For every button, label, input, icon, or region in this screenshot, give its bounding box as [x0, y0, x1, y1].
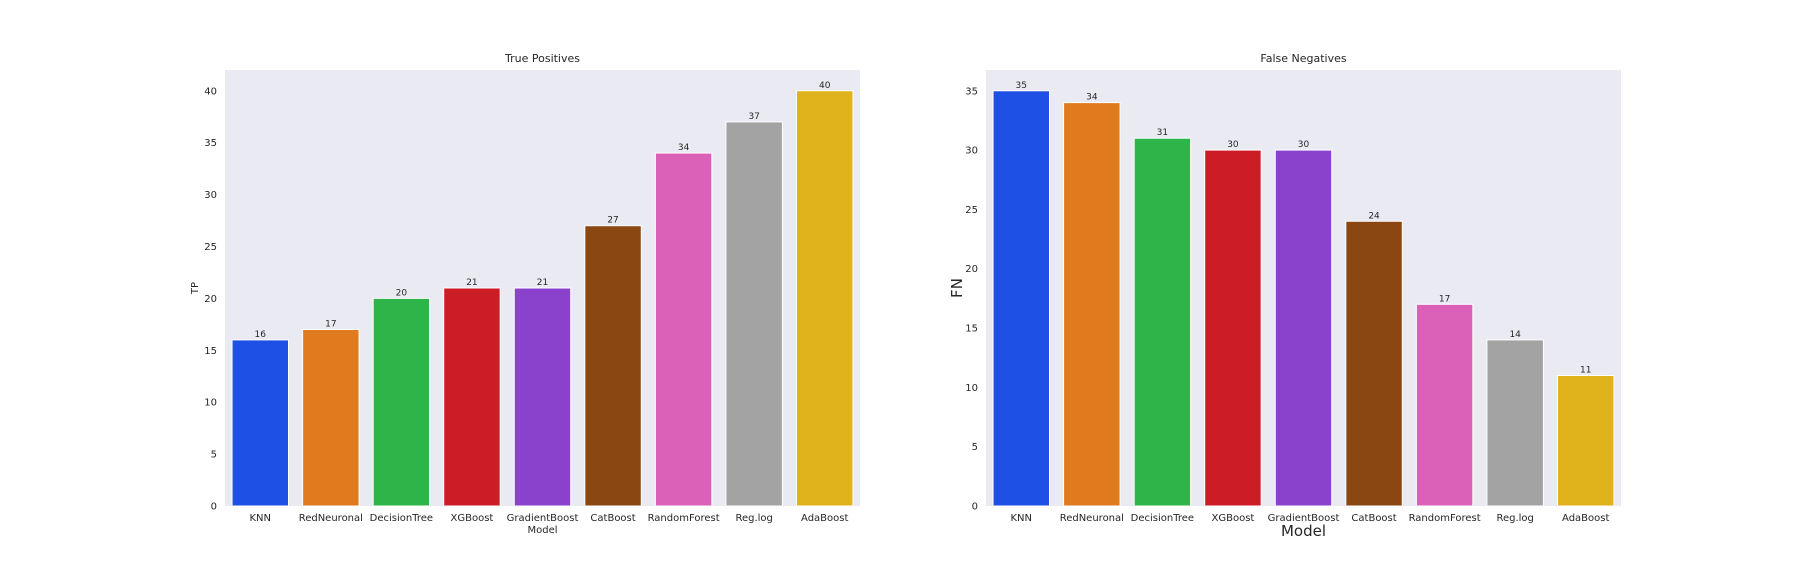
- x-tick-label: RedNeuronal: [1060, 513, 1124, 524]
- x-tick-label: KNN: [250, 513, 272, 524]
- x-tick-label: CatBoost: [590, 513, 635, 524]
- bars-false-negatives: 0 5 10 15 20 25 30 35 35 KNN 34 RedNeuronal 31 Decisi…: [965, 81, 1615, 524]
- y-tick-label: 0: [972, 502, 978, 513]
- bar-reg-log: [1486, 339, 1544, 507]
- y-tick-label: 30: [204, 190, 217, 201]
- data-label: 16: [255, 330, 267, 340]
- bar-xgboost: [1204, 149, 1262, 507]
- y-tick-label: 10: [204, 398, 217, 409]
- bar-randomforest: [1415, 303, 1474, 507]
- chart-false-negatives: False Negatives FN Model 0 5 10 15 20 25 30 35 3…: [948, 52, 1621, 540]
- data-label: 35: [1016, 81, 1027, 91]
- bar-gradientboost: [1274, 149, 1333, 507]
- x-axis-label: Model: [527, 525, 557, 536]
- data-label: 17: [325, 320, 336, 330]
- y-tick-label: 35: [965, 86, 978, 97]
- bar-redneuronal: [302, 329, 360, 507]
- data-label: 40: [819, 81, 831, 91]
- x-tick-label: CatBoost: [1351, 513, 1396, 524]
- x-tick-label: RandomForest: [648, 513, 720, 524]
- chart-true-positives: True Positives TP Model 0 5 10 15 20 25 30 35 40…: [190, 52, 860, 536]
- bar-adaboost: [1557, 374, 1615, 507]
- x-tick-label: KNN: [1011, 513, 1033, 524]
- x-tick-label: XGBoost: [1212, 513, 1255, 524]
- bar-catboost: [584, 225, 642, 507]
- bar-gradientboost: [513, 287, 572, 507]
- y-tick-label: 15: [204, 346, 217, 357]
- x-axis-label: Model: [1281, 522, 1326, 540]
- y-tick-label: 5: [211, 450, 217, 461]
- bar-decisiontree: [1133, 137, 1192, 507]
- bar-redneuronal: [1063, 102, 1121, 507]
- y-tick-label: 10: [965, 383, 978, 394]
- data-label: 27: [607, 216, 618, 226]
- bar-xgboost: [443, 287, 501, 507]
- chart-title: False Negatives: [1260, 52, 1346, 65]
- x-tick-label: AdaBoost: [801, 513, 848, 524]
- data-label: 20: [396, 288, 408, 298]
- data-label: 17: [1439, 294, 1450, 304]
- y-tick-label: 30: [965, 146, 978, 157]
- x-tick-label: Reg.log: [1496, 513, 1533, 524]
- bar-adaboost: [796, 90, 854, 507]
- x-tick-label: GradientBoost: [507, 513, 579, 524]
- y-tick-label: 25: [965, 205, 978, 216]
- data-label: 34: [678, 143, 690, 153]
- y-tick-label: 0: [211, 502, 217, 513]
- data-label: 30: [1227, 140, 1239, 150]
- y-tick-label: 35: [204, 138, 217, 149]
- x-tick-label: DecisionTree: [1131, 513, 1194, 524]
- bar-reg-log: [725, 121, 783, 507]
- y-tick-label: 15: [965, 324, 978, 335]
- bars-true-positives: 0 5 10 15 20 25 30 35 40 16 KNN 17 RedNeuronal 20 Deci…: [204, 81, 854, 524]
- x-tick-label: RandomForest: [1409, 513, 1481, 524]
- data-label: 34: [1086, 93, 1098, 103]
- bar-knn: [992, 90, 1050, 507]
- y-tick-label: 5: [972, 442, 978, 453]
- y-tick-label: 20: [204, 294, 217, 305]
- data-label: 31: [1157, 128, 1168, 138]
- y-tick-label: 20: [965, 264, 978, 275]
- bar-catboost: [1345, 220, 1403, 507]
- x-tick-label: GradientBoost: [1268, 513, 1340, 524]
- data-label: 14: [1509, 330, 1521, 340]
- data-label: 30: [1298, 140, 1310, 150]
- data-label: 11: [1580, 365, 1591, 375]
- chart-title: True Positives: [504, 52, 580, 65]
- y-axis-label: FN: [948, 278, 966, 298]
- x-tick-label: DecisionTree: [370, 513, 433, 524]
- x-tick-label: RedNeuronal: [299, 513, 363, 524]
- data-label: 37: [748, 112, 759, 122]
- data-label: 21: [537, 278, 548, 288]
- data-label: 21: [466, 278, 477, 288]
- x-tick-label: AdaBoost: [1562, 513, 1609, 524]
- y-tick-label: 25: [204, 242, 217, 253]
- y-axis-label: TP: [190, 282, 201, 295]
- x-tick-label: Reg.log: [735, 513, 772, 524]
- x-tick-label: XGBoost: [451, 513, 494, 524]
- y-tick-label: 40: [204, 86, 217, 97]
- bar-decisiontree: [372, 297, 431, 507]
- bar-knn: [231, 339, 289, 507]
- bar-randomforest: [654, 152, 713, 507]
- data-label: 24: [1368, 211, 1380, 221]
